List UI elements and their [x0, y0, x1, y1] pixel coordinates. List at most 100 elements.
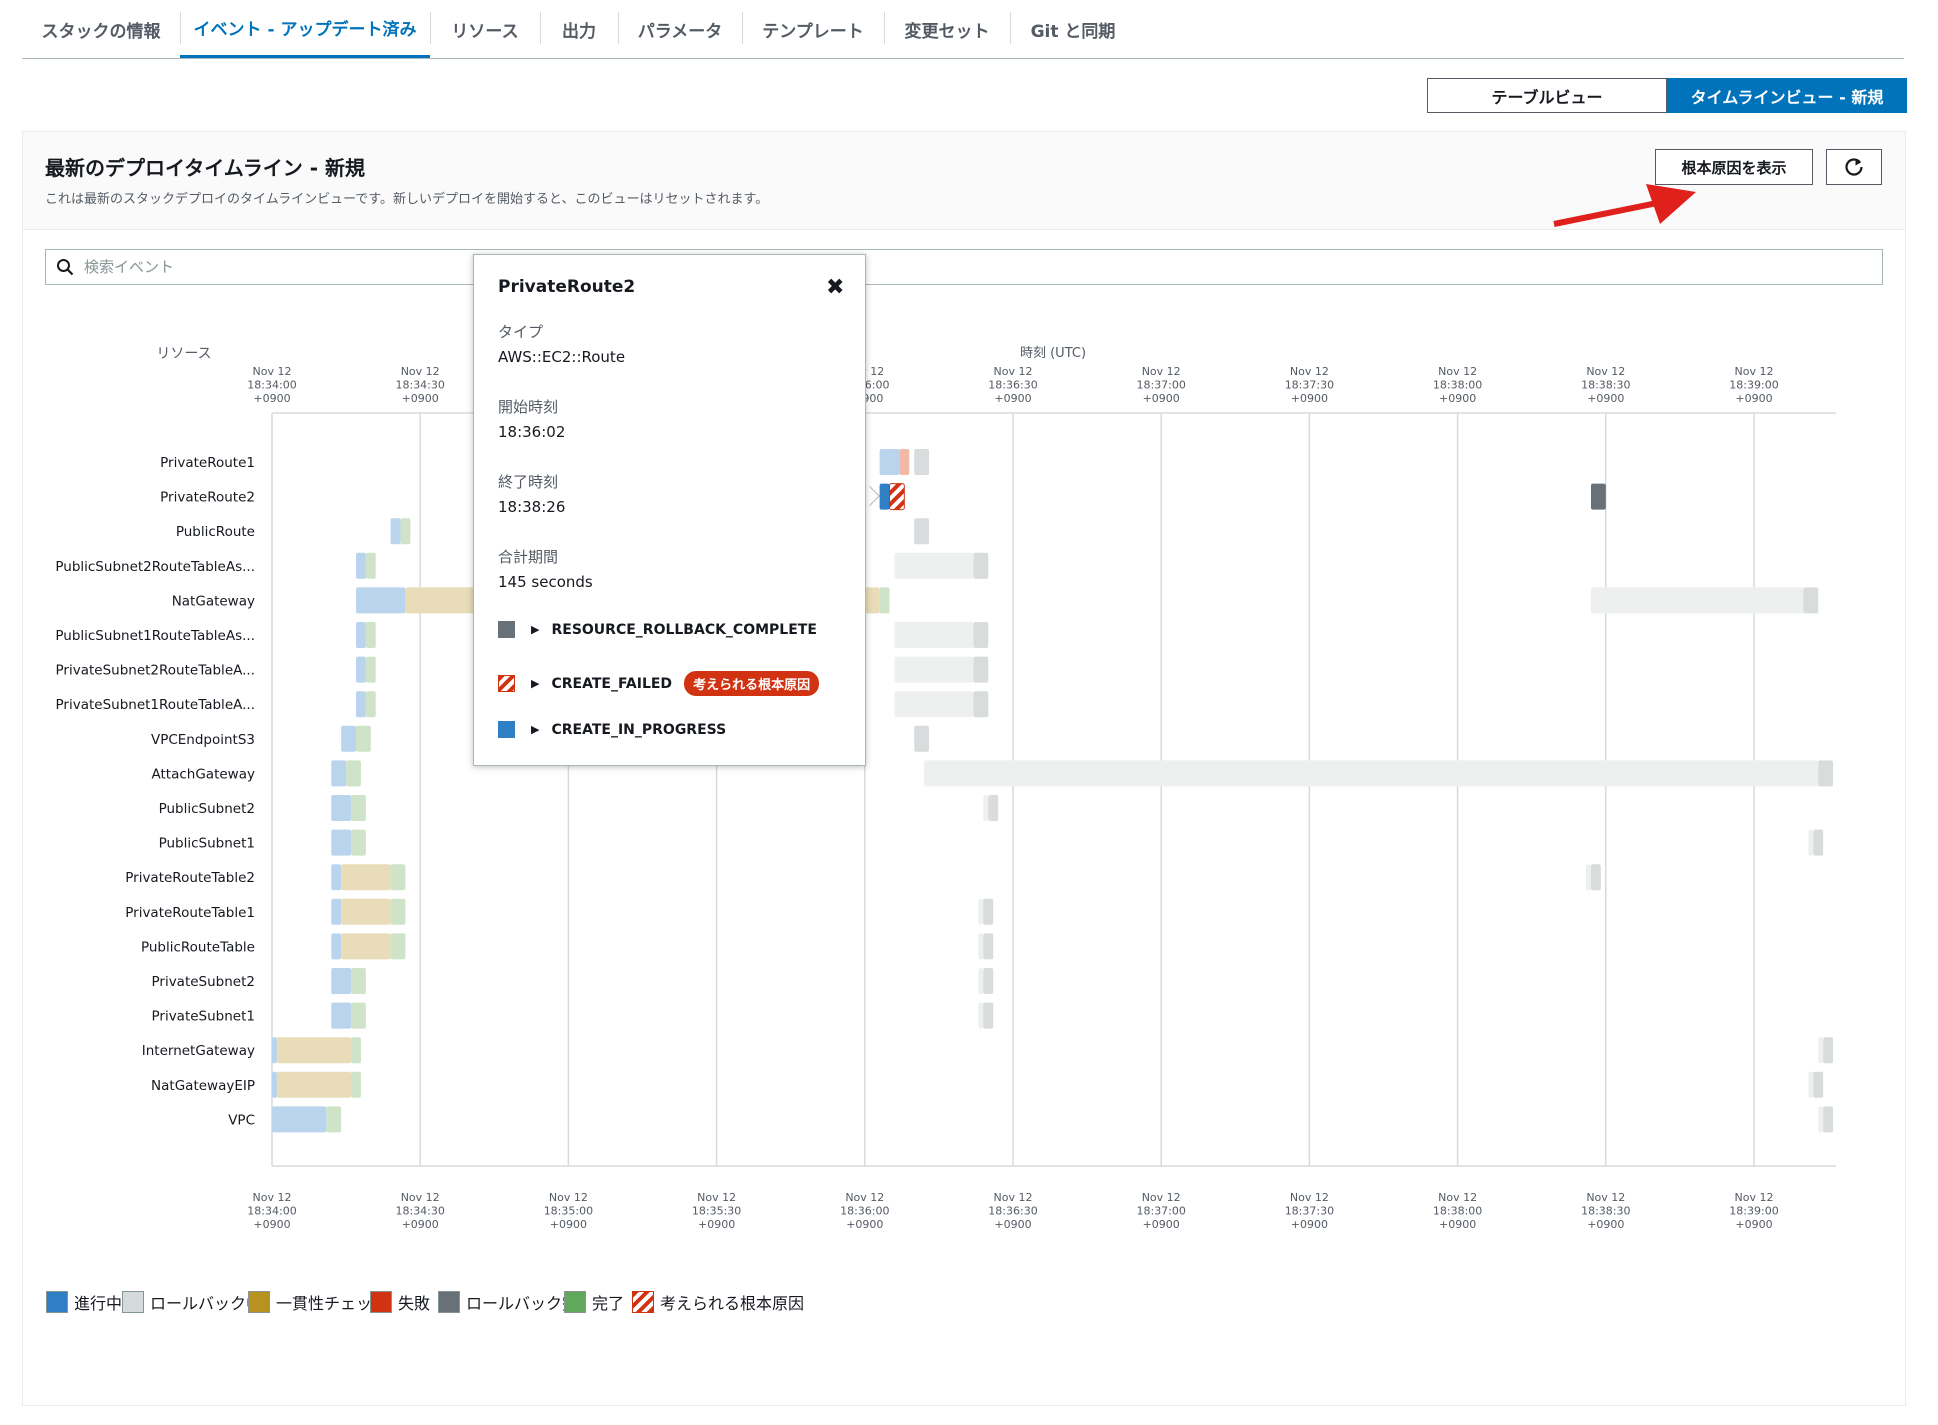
timeline-bar-rollback[interactable]: [1803, 587, 1819, 614]
timeline-bar-consistency-check[interactable]: [276, 1037, 352, 1064]
timeline-bar-rollback[interactable]: [914, 449, 930, 475]
timeline-bar-in-progress[interactable]: [331, 968, 352, 994]
timeline-bar-complete[interactable]: [390, 933, 406, 960]
popover-status-row[interactable]: ▶ RESOURCE_ROLLBACK_COMPLETE: [498, 621, 817, 638]
show-root-cause-button[interactable]: 根本原因を表示: [1655, 149, 1813, 185]
timeline-bar-rollback[interactable]: [1808, 829, 1814, 856]
timeline-bar-rollback[interactable]: [983, 795, 989, 821]
timeline-bar-in-progress[interactable]: [272, 1106, 327, 1133]
timeline-bar-root-cause[interactable]: [889, 483, 905, 511]
tab-1[interactable]: イベント - アップデート済み: [180, 0, 430, 58]
timeline-bar-rollback[interactable]: [1808, 1071, 1814, 1098]
timeline-bar-in-progress[interactable]: [331, 795, 352, 821]
timeline-bar-in-progress[interactable]: [879, 483, 890, 510]
timeline-bar-rollback[interactable]: [973, 691, 989, 718]
tab-7[interactable]: Git と同期: [1030, 21, 1116, 42]
timeline-bar-in-progress[interactable]: [272, 1071, 277, 1098]
popover-status-row[interactable]: ▶ CREATE_FAILED 考えられる根本原因: [498, 671, 820, 696]
timeline-bar-rollback[interactable]: [973, 656, 989, 683]
timeline-bar-rollback[interactable]: [894, 656, 974, 683]
timeline-bar-in-progress[interactable]: [331, 760, 347, 787]
timeline-bar-consistency-check[interactable]: [341, 864, 391, 891]
tab-3[interactable]: 出力: [562, 21, 596, 42]
table-view-button[interactable]: テーブルビュー: [1427, 78, 1667, 113]
timeline-bar-in-progress[interactable]: [355, 622, 366, 648]
close-icon[interactable]: ✖: [826, 275, 845, 300]
timeline-bar-rollback[interactable]: [1823, 1037, 1834, 1064]
timeline-bar-complete[interactable]: [879, 587, 890, 614]
timeline-bar-in-progress[interactable]: [355, 552, 366, 579]
timeline-bar-rollback[interactable]: [914, 518, 930, 545]
timeline-bar-rollback[interactable]: [973, 552, 989, 579]
timeline-bar-rollback[interactable]: [1818, 1037, 1824, 1064]
timeline-bar-rollback[interactable]: [894, 622, 974, 648]
timeline-bar-consistency-check[interactable]: [276, 1071, 352, 1098]
timeline-bar-in-progress[interactable]: [355, 691, 366, 718]
timeline-bar-in-progress[interactable]: [331, 864, 342, 891]
tab-4[interactable]: パラメータ: [637, 21, 723, 42]
timeline-bar-complete[interactable]: [351, 1002, 366, 1029]
timeline-bar-complete[interactable]: [351, 795, 366, 821]
refresh-button[interactable]: [1826, 149, 1882, 185]
timeline-bar-complete[interactable]: [365, 691, 376, 718]
timeline-bar-rollback[interactable]: [1590, 864, 1601, 891]
timeline-bar-rollback[interactable]: [1818, 1106, 1824, 1133]
timeline-bar-complete[interactable]: [390, 864, 406, 891]
timeline-bar-complete[interactable]: [346, 760, 361, 787]
timeline-bar-in-progress[interactable]: [355, 656, 366, 683]
timeline-bar-rollback[interactable]: [1818, 760, 1834, 787]
timeline-bar-rollback[interactable]: [983, 933, 994, 960]
timeline-bar-in-progress[interactable]: [355, 587, 406, 614]
timeline-bar-rollback[interactable]: [978, 968, 984, 994]
timeline-bar-complete[interactable]: [351, 1037, 361, 1064]
tab-5[interactable]: テンプレート: [762, 21, 864, 42]
timeline-bar-in-progress[interactable]: [390, 518, 401, 545]
timeline-bar-complete[interactable]: [365, 656, 376, 683]
tab-6[interactable]: 変更セット: [904, 21, 990, 42]
timeline-bar-complete[interactable]: [355, 725, 371, 752]
expand-caret-icon[interactable]: ▶: [531, 723, 540, 736]
timeline-bar-in-progress[interactable]: [331, 829, 352, 856]
timeline-bar-rollback[interactable]: [1586, 864, 1591, 891]
timeline-bar-complete[interactable]: [351, 829, 366, 856]
timeline-bar-complete[interactable]: [351, 1071, 361, 1098]
timeline-bar-complete[interactable]: [365, 622, 376, 648]
timeline-bar-rollback[interactable]: [914, 725, 930, 752]
timeline-bar-rollback-complete[interactable]: [1590, 483, 1606, 510]
timeline-bar-rollback[interactable]: [1590, 587, 1804, 614]
timeline-bar-rollback[interactable]: [924, 760, 1819, 787]
timeline-bar-rollback[interactable]: [894, 691, 974, 718]
timeline-bar-complete[interactable]: [351, 968, 366, 994]
timeline-bar-complete[interactable]: [365, 552, 376, 579]
timeline-bar-consistency-check[interactable]: [341, 933, 391, 960]
timeline-bar-rollback[interactable]: [978, 933, 984, 960]
timeline-bar-in-progress[interactable]: [879, 449, 900, 475]
timeline-bar-rollback[interactable]: [983, 898, 994, 925]
timeline-bar-complete[interactable]: [390, 898, 406, 925]
timeline-bar-in-progress[interactable]: [331, 1002, 352, 1029]
tab-2[interactable]: リソース: [451, 21, 519, 42]
timeline-bar-consistency-check[interactable]: [341, 898, 391, 925]
timeline-bar-rollback[interactable]: [988, 795, 999, 821]
popover-status-row[interactable]: ▶ CREATE_IN_PROGRESS: [498, 721, 726, 738]
timeline-bar-in-progress[interactable]: [331, 898, 342, 925]
timeline-bar-in-progress[interactable]: [331, 933, 342, 960]
timeline-bar-rollback[interactable]: [978, 898, 984, 925]
timeline-bar-complete[interactable]: [400, 518, 411, 545]
timeline-bar-rollback[interactable]: [973, 622, 989, 648]
timeline-bar-complete[interactable]: [326, 1106, 342, 1133]
timeline-bar-rollback[interactable]: [1823, 1106, 1834, 1133]
expand-caret-icon[interactable]: ▶: [531, 677, 540, 690]
tab-0[interactable]: スタックの情報: [41, 21, 161, 42]
timeline-bar-rollback[interactable]: [978, 1002, 984, 1029]
timeline-bar-rollback[interactable]: [983, 1002, 994, 1029]
expand-caret-icon[interactable]: ▶: [531, 623, 540, 636]
timeline-bar-rollback[interactable]: [983, 968, 994, 994]
timeline-bar-in-progress[interactable]: [272, 1037, 277, 1064]
timeline-view-button[interactable]: タイムラインビュー - 新規: [1667, 78, 1907, 113]
timeline-bar-rollback[interactable]: [1813, 1071, 1824, 1098]
timeline-bar-rollback[interactable]: [894, 552, 974, 579]
timeline-bar-rollback[interactable]: [1813, 829, 1824, 856]
timeline-bar-failed[interactable]: [899, 449, 910, 475]
timeline-bar-in-progress[interactable]: [341, 725, 356, 752]
